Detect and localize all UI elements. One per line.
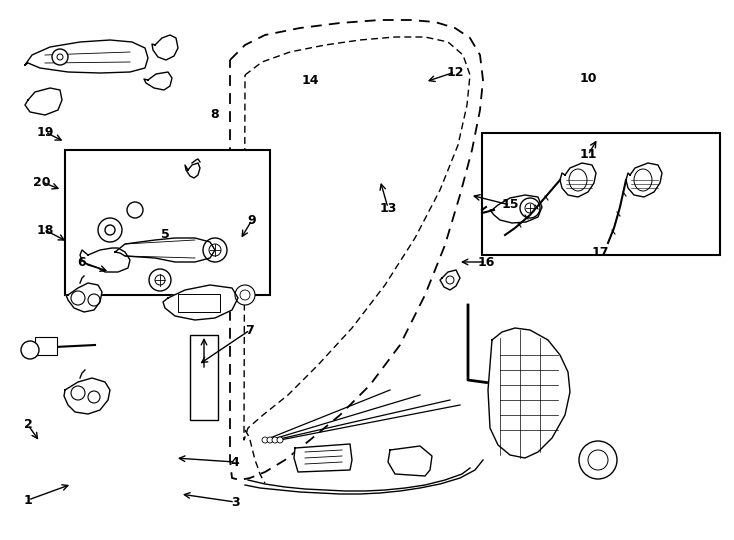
- Polygon shape: [152, 35, 178, 60]
- Polygon shape: [144, 72, 172, 90]
- Polygon shape: [115, 238, 215, 262]
- Polygon shape: [25, 88, 62, 115]
- Polygon shape: [25, 40, 148, 73]
- Text: 18: 18: [36, 224, 54, 237]
- Circle shape: [21, 341, 39, 359]
- Text: 7: 7: [246, 323, 255, 336]
- Text: 2: 2: [23, 418, 32, 431]
- Bar: [190, 335, 218, 420]
- Circle shape: [272, 437, 278, 443]
- Polygon shape: [488, 328, 570, 458]
- Circle shape: [52, 49, 68, 65]
- Text: 15: 15: [501, 199, 519, 212]
- Text: 14: 14: [301, 73, 319, 86]
- Circle shape: [579, 441, 617, 479]
- Bar: [178, 294, 220, 312]
- Text: 10: 10: [579, 71, 597, 84]
- Text: 19: 19: [36, 125, 54, 138]
- Circle shape: [267, 437, 273, 443]
- Polygon shape: [80, 248, 130, 272]
- Text: 1: 1: [23, 494, 32, 507]
- Polygon shape: [490, 195, 542, 223]
- Text: 20: 20: [33, 176, 51, 188]
- Bar: [65, 150, 270, 295]
- Polygon shape: [64, 378, 110, 414]
- Text: 9: 9: [247, 213, 256, 226]
- Text: 8: 8: [211, 109, 219, 122]
- Text: 4: 4: [230, 456, 239, 469]
- Polygon shape: [388, 446, 432, 476]
- Bar: [35, 337, 57, 355]
- Text: 5: 5: [161, 228, 170, 241]
- Polygon shape: [185, 163, 200, 178]
- Circle shape: [235, 285, 255, 305]
- Text: 3: 3: [230, 496, 239, 509]
- Polygon shape: [440, 270, 460, 290]
- Bar: [482, 133, 720, 255]
- Text: 12: 12: [446, 65, 464, 78]
- Polygon shape: [560, 163, 596, 197]
- Polygon shape: [626, 163, 662, 197]
- Text: 17: 17: [592, 246, 608, 259]
- Circle shape: [262, 437, 268, 443]
- Text: 11: 11: [579, 148, 597, 161]
- Polygon shape: [66, 283, 102, 312]
- Circle shape: [277, 437, 283, 443]
- Polygon shape: [163, 285, 238, 320]
- Polygon shape: [294, 444, 352, 472]
- Text: 6: 6: [78, 255, 87, 268]
- Text: 13: 13: [379, 201, 396, 214]
- Text: 16: 16: [477, 255, 495, 268]
